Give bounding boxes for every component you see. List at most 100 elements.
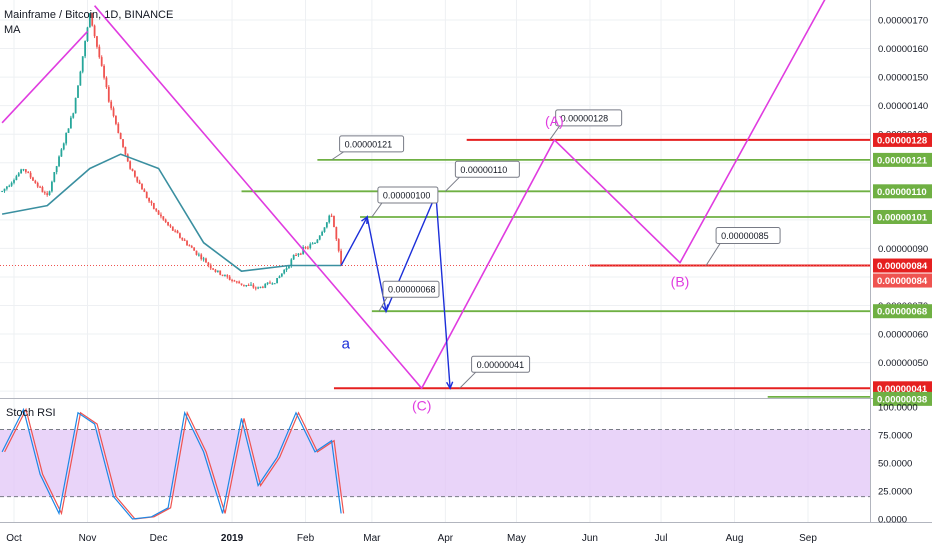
candle-body [17, 173, 20, 177]
candle-body [288, 266, 290, 269]
candle [235, 280, 238, 284]
candle [91, 13, 94, 27]
rsi-tick-label: 0.0000 [878, 515, 907, 526]
candle [8, 184, 11, 188]
candle-body [219, 270, 222, 275]
candle [145, 191, 148, 199]
candle [221, 274, 224, 277]
candle [58, 155, 60, 168]
candle-body [115, 115, 117, 124]
callout-text: 0.00000085 [721, 231, 769, 241]
candle-body [195, 250, 198, 255]
candle [330, 213, 333, 218]
candle [36, 181, 39, 189]
candle [69, 115, 72, 129]
candle [181, 237, 184, 242]
callout-box [339, 135, 405, 153]
rsi-tick-label: 100.0000 [878, 403, 918, 414]
candle-body [20, 169, 23, 174]
candle-body [43, 192, 46, 194]
candle-body [72, 113, 75, 118]
callout: 0.00000128 [549, 109, 623, 141]
candle [34, 179, 37, 184]
candle-body [91, 13, 94, 26]
x-tick-label: Feb [297, 533, 315, 544]
level-badge-text: 0.00000101 [877, 212, 928, 223]
candle [240, 283, 243, 286]
candle-body [15, 176, 18, 181]
candle [309, 242, 312, 250]
candle-body [3, 188, 6, 192]
candle-body [46, 193, 49, 195]
x-tick-label: Oct [6, 533, 22, 544]
level-badge-text: 0.00000128 [877, 135, 927, 146]
candle [79, 70, 82, 86]
rsi-title: Stoch RSI [6, 407, 56, 419]
candle [162, 216, 165, 221]
candle [53, 172, 56, 183]
candle-body [69, 117, 72, 129]
candle-body [51, 181, 53, 192]
candle-body [316, 239, 319, 243]
y-tick-label: 0.00000060 [878, 330, 928, 341]
x-tick-label: Sep [799, 533, 817, 544]
candle [200, 253, 203, 261]
candle-body [32, 177, 34, 181]
candle [273, 283, 276, 285]
callout-text: 0.00000041 [477, 360, 525, 370]
candle-body [323, 227, 326, 232]
candle [88, 13, 91, 28]
candle-body [276, 278, 278, 284]
candle [13, 178, 15, 185]
callout: 0.00000068 [378, 280, 440, 312]
candle-body [197, 254, 200, 256]
candle [10, 181, 13, 187]
candle-body [138, 181, 141, 184]
candle-body [122, 139, 124, 147]
candle [133, 170, 136, 178]
candle-body [247, 284, 250, 286]
candle [115, 115, 117, 126]
candle [103, 64, 105, 80]
x-tick-label: Jun [582, 533, 598, 544]
y-tick-label: 0.00000050 [878, 358, 928, 369]
callout: 0.00000100 [371, 186, 439, 218]
candle [278, 275, 281, 279]
candle-body [264, 283, 267, 288]
callout-leader [371, 202, 383, 218]
candle-body [34, 180, 37, 183]
candle [129, 160, 132, 170]
candle-body [328, 215, 331, 223]
candle-body [124, 146, 127, 155]
candle-body [226, 275, 229, 277]
candle [285, 265, 288, 272]
candle [32, 176, 34, 181]
candle-body [292, 255, 295, 260]
candle-body [53, 172, 56, 182]
candle [112, 106, 115, 118]
candle-body [335, 227, 338, 240]
candle [15, 174, 18, 181]
candle-body [231, 279, 233, 281]
candle-body [96, 36, 98, 47]
candle [39, 185, 41, 188]
candle [280, 273, 283, 278]
candle [214, 268, 217, 273]
candle-body [278, 276, 281, 279]
candle [311, 241, 314, 245]
labels: 0.00000121 0.00000110 0.00000100 0.00000128… [331, 109, 781, 413]
candle [212, 268, 214, 271]
candle [335, 226, 338, 241]
candle [3, 188, 6, 193]
candle-body [77, 85, 79, 98]
callout-leader [378, 296, 388, 312]
candle-body [39, 186, 41, 188]
candle-body [190, 246, 193, 248]
callout-text: 0.00000128 [561, 113, 609, 123]
candle-body [212, 268, 214, 270]
candle-body [24, 169, 27, 172]
candle [179, 232, 181, 239]
level-badge: 0.00000038 [873, 391, 932, 406]
candle [238, 280, 241, 284]
level-badge-text: 0.00000038 [877, 394, 927, 405]
